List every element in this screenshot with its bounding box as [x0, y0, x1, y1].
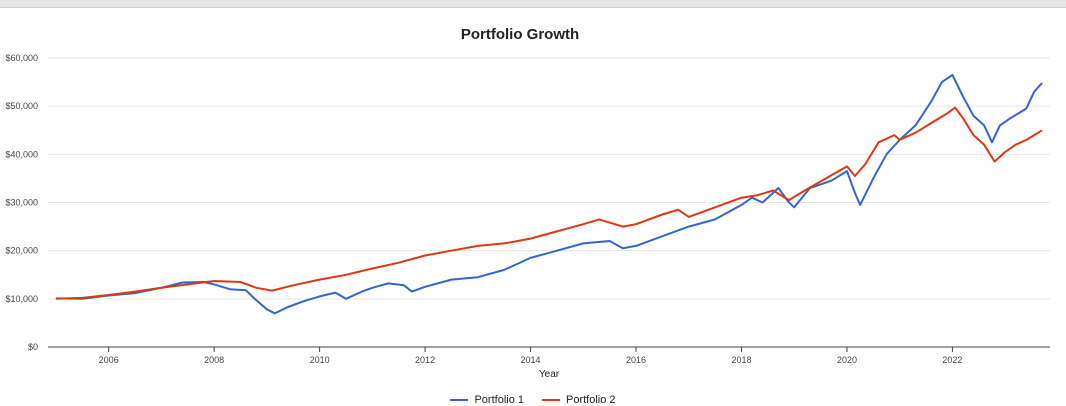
window-top-bar [0, 0, 1066, 8]
legend-swatch-series-2 [542, 399, 560, 401]
y-tick-label: $0 [28, 342, 38, 352]
legend-label-series-2: Portfolio 2 [566, 394, 616, 406]
chart-title: Portfolio Growth [460, 26, 580, 43]
x-tick-label: 2006 [99, 355, 119, 365]
x-tick-label: 2014 [521, 355, 541, 365]
y-tick-label: $10,000 [5, 294, 38, 304]
legend-item-series-2[interactable]: Portfolio 2 [542, 394, 616, 406]
y-tick-label: $20,000 [5, 246, 38, 256]
x-axis-title: Year [539, 369, 560, 380]
x-tick-label: 2016 [626, 355, 646, 365]
y-tick-label: $60,000 [5, 53, 38, 63]
x-tick-label: 2012 [415, 355, 435, 365]
x-tick-label: 2022 [942, 355, 962, 365]
x-tick-label: 2018 [731, 355, 751, 365]
x-tick-label: 2008 [204, 355, 224, 365]
series-line-2 [55, 106, 1043, 300]
y-tick-label: $40,000 [5, 149, 38, 159]
x-tick-label: 2020 [837, 355, 857, 365]
legend-swatch-series-1 [450, 399, 469, 401]
legend-label-series-1: Portfolio 1 [474, 394, 524, 406]
y-tick-label: $50,000 [5, 101, 38, 111]
series-line-1 [55, 73, 1043, 315]
x-tick-label: 2010 [310, 355, 330, 365]
legend-item-series-1[interactable]: Portfolio 1 [450, 394, 524, 406]
chart-legend: Portfolio 1 Portfolio 2 [0, 394, 1066, 406]
y-tick-label: $30,000 [5, 198, 38, 208]
